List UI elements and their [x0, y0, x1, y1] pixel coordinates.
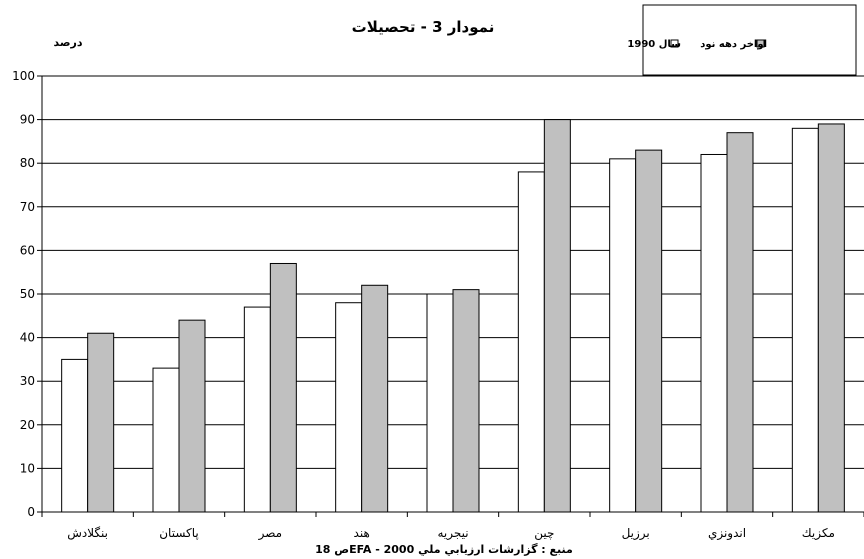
x-category-label: برزيل [622, 526, 650, 541]
bar-late-90s [361, 284, 389, 513]
bar-1990 [61, 358, 89, 513]
bar-late-90s [87, 332, 115, 513]
x-category-label: پاكستان [159, 526, 199, 540]
legend-swatch-1990 [670, 39, 679, 48]
legend-label-1990: سال 1990 [627, 39, 681, 50]
bar-late-90s [726, 132, 754, 513]
y-tick-label: 60 [20, 243, 35, 257]
y-tick-label: 90 [20, 113, 35, 127]
x-category-label: چين [534, 526, 554, 541]
axes [37, 75, 864, 517]
bar-1990 [700, 153, 728, 513]
bar-1990 [426, 293, 454, 513]
x-category-label: هند [354, 526, 370, 540]
y-tick-label: 40 [20, 331, 35, 345]
bar-late-90s [269, 262, 297, 513]
y-axis-label: درصد [54, 36, 83, 49]
x-category-label: اندونزي [708, 526, 746, 541]
x-category-label: مصر [258, 526, 282, 541]
legend-label-late-90s: اواخر دهه نود [700, 39, 767, 50]
bar-1990 [243, 306, 271, 513]
bars [61, 119, 845, 513]
bar-1990 [791, 127, 819, 513]
x-category-label: مكزيك [802, 526, 835, 541]
y-tick-labels: 0 10 20 30 40 50 60 70 80 90 100 [12, 69, 35, 519]
chart-title: نمودار 3 - تحصيلات [352, 18, 495, 36]
x-category-labels: بنگلادش پاكستان مصر هند نيجريه چين برزيل اندونز… [67, 526, 835, 541]
bar-late-90s [817, 123, 845, 513]
y-tick-label: 80 [20, 156, 35, 170]
bar-late-90s [178, 319, 206, 513]
legend-swatch-late-90s [756, 39, 765, 48]
x-category-label: نيجريه [437, 526, 468, 541]
bar-1990 [152, 367, 180, 513]
bar-1990 [335, 302, 363, 513]
y-tick-label: 30 [20, 374, 35, 388]
y-tick-label: 50 [20, 287, 35, 301]
y-tick-label: 20 [20, 418, 35, 432]
x-category-label: بنگلادش [67, 526, 108, 541]
y-tick-label: 0 [27, 505, 35, 519]
bar-1990 [609, 158, 637, 513]
y-tick-label: 70 [20, 200, 35, 214]
source-note: منبع : گزارشات ارزيابي ملي 2000 - EFAص 1… [315, 543, 573, 556]
y-tick-label: 10 [20, 461, 35, 475]
bar-late-90s [635, 149, 663, 513]
legend: سال 1990 اواخر دهه نود [627, 4, 857, 76]
bar-late-90s [452, 289, 480, 513]
bar-1990 [517, 171, 545, 513]
bar-late-90s [543, 119, 571, 513]
y-tick-label: 100 [12, 69, 35, 83]
